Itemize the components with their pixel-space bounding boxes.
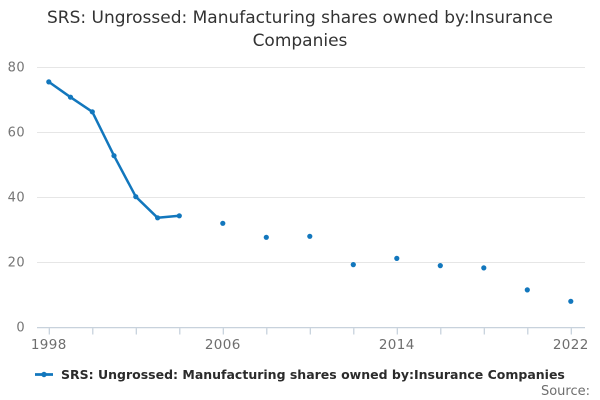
- data-point[interactable]: [46, 79, 52, 85]
- x-axis-label: 2014: [379, 337, 415, 353]
- x-axis-label: 2022: [553, 337, 589, 353]
- y-axis-label: 80: [8, 61, 25, 76]
- data-point[interactable]: [350, 262, 356, 268]
- data-point[interactable]: [133, 194, 139, 200]
- data-point[interactable]: [111, 153, 117, 159]
- series-line: [49, 82, 571, 301]
- chart-title: SRS: Ungrossed: Manufacturing shares own…: [46, 8, 553, 51]
- legend-series-marker-icon: [35, 371, 53, 378]
- y-axis-label: 0: [16, 321, 25, 336]
- data-point[interactable]: [263, 234, 269, 240]
- data-point[interactable]: [524, 287, 530, 293]
- data-point[interactable]: [67, 94, 74, 100]
- data-point[interactable]: [220, 220, 226, 226]
- y-axis-label: 20: [8, 256, 25, 271]
- data-point[interactable]: [89, 109, 95, 115]
- data-point[interactable]: [481, 265, 487, 271]
- data-point[interactable]: [568, 298, 574, 304]
- data-point[interactable]: [176, 213, 182, 219]
- data-point[interactable]: [394, 255, 400, 261]
- y-axis-label: 40: [8, 191, 25, 206]
- legend-item[interactable]: SRS: Ungrossed: Manufacturing shares own…: [35, 367, 565, 382]
- x-axis-label: 2006: [205, 337, 241, 353]
- legend-label: SRS: Ungrossed: Manufacturing shares own…: [61, 367, 565, 382]
- x-axis-label: 1998: [31, 337, 67, 353]
- data-point[interactable]: [437, 263, 443, 269]
- data-point[interactable]: [307, 233, 313, 239]
- y-axis-label: 60: [8, 126, 25, 141]
- data-point[interactable]: [155, 215, 161, 221]
- source-label: Source:: [540, 384, 590, 399]
